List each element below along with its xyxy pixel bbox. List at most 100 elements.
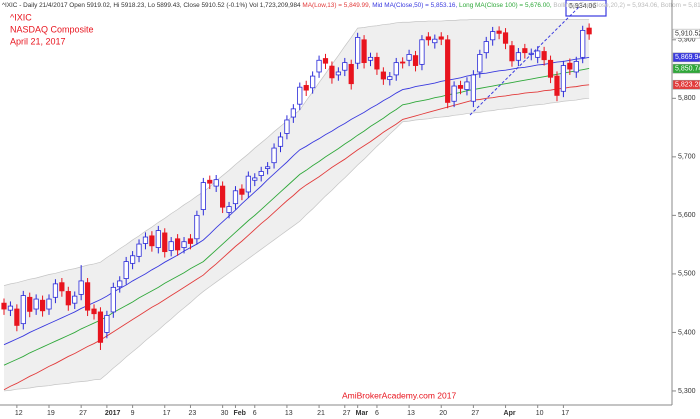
x-tick-label: 6 (375, 410, 379, 417)
header-part: Mid MA(Close,50) = 5,853.16, (372, 2, 459, 9)
chart-subtitle: NASDAQ Composite (10, 24, 94, 34)
candle-body (310, 75, 316, 89)
header-part: MA(Low,13) = 5,849.99, (302, 2, 372, 9)
candle-body (412, 55, 419, 66)
candle-body (39, 299, 46, 312)
candle-body (580, 30, 586, 58)
candle-body (554, 75, 560, 96)
x-tick-label: Apr (504, 410, 516, 417)
x-tick-label: 30 (221, 410, 229, 417)
candle-body (7, 305, 14, 311)
candle-body (393, 62, 399, 76)
candle-body (1, 302, 7, 310)
candle-body (342, 62, 348, 71)
candle-body (168, 241, 174, 251)
candle-body (522, 48, 528, 54)
candle-body (509, 45, 515, 62)
candle-body (245, 175, 251, 193)
price-tag-label: 5,823.28 (675, 82, 700, 89)
price-tag-label: 5,869.94 (675, 54, 700, 61)
annotation: 5,934.06 (569, 3, 596, 10)
candle-body (123, 261, 129, 279)
candle-body (239, 188, 245, 195)
y-tick-label: 5,700 (678, 154, 696, 161)
candle-body (97, 311, 104, 343)
candle-body (348, 63, 354, 85)
header: ^IXIC - Daily 21/4/2017 Open 5919.02, Hi… (2, 2, 700, 9)
x-tick-label: 12 (15, 410, 23, 417)
candle-body (490, 31, 496, 41)
x-tick-label: 27 (343, 410, 351, 417)
candle-body (194, 214, 200, 240)
candle-body (181, 241, 187, 248)
candle-body (65, 291, 71, 306)
y-tick-label: 5,900 (678, 37, 696, 44)
x-tick-label: 17 (561, 410, 569, 417)
header-part: ^IXIC - Daily 21/4/2017 Open 5919.02, Hi… (2, 2, 302, 9)
candle-body (149, 235, 155, 247)
candle-body (220, 185, 226, 208)
x-tick-label: 19 (47, 410, 55, 417)
candle-body (303, 85, 309, 91)
price-tag (672, 79, 700, 90)
y-tick-label: 5,500 (678, 271, 696, 278)
band-fill (4, 19, 590, 391)
candle-body (483, 41, 489, 54)
candle-body (322, 58, 329, 64)
x-tick-label: 2017 (105, 410, 121, 417)
candle-body (470, 74, 476, 102)
candle-body (425, 36, 431, 41)
candle-body (329, 65, 335, 79)
candle-body (72, 295, 78, 304)
ma-line (3, 56, 590, 346)
candle-body (129, 255, 136, 264)
candle-body (560, 65, 567, 92)
candle-body (59, 282, 65, 292)
annotation-box (565, 0, 607, 17)
candle-body (258, 171, 264, 176)
candle-body (187, 238, 194, 244)
band-upper (3, 18, 590, 286)
x-tick-label: 27 (79, 410, 87, 417)
candle-body (27, 296, 33, 312)
x-tick-label: 9 (131, 410, 135, 417)
candle-body (380, 71, 386, 80)
candle-body (14, 308, 20, 326)
y-tick-label: 5,800 (678, 95, 696, 102)
candle-body (290, 108, 296, 118)
candle-body (541, 51, 547, 61)
x-tick-label: 20 (439, 410, 447, 417)
candle-body (20, 295, 26, 325)
candle-body (400, 61, 406, 64)
x-tick-label: 23 (188, 410, 196, 417)
candle-body (104, 315, 110, 333)
candle-body (406, 54, 412, 61)
candle-body (335, 71, 341, 76)
x-tick-label: Mar (356, 410, 369, 417)
price-tag (672, 52, 700, 63)
candle-body (284, 119, 290, 134)
candle-body (515, 52, 522, 61)
candle-layer (1, 23, 592, 350)
candle-body (207, 179, 213, 184)
date-label: April 21, 2017 (10, 36, 66, 46)
candle-body (567, 62, 573, 70)
candle-body (271, 147, 277, 164)
candle-body (265, 166, 271, 169)
x-tick-label: Feb (233, 410, 245, 417)
candle-body (387, 76, 393, 80)
candle-body (419, 39, 425, 65)
header-part: Bollinger Top(Close,20,2) = 5,934.06, Bo… (553, 2, 700, 9)
candle-body (162, 232, 168, 253)
candle-body (355, 37, 361, 64)
candle-body (316, 59, 322, 73)
candle-body (297, 86, 303, 105)
candle-body (78, 280, 84, 295)
candle-body (451, 85, 457, 102)
candle-body (226, 206, 232, 213)
y-tick-label: 5,600 (678, 212, 696, 219)
candle-body (445, 39, 451, 103)
candle-body (232, 190, 239, 205)
candle-body (84, 282, 91, 311)
